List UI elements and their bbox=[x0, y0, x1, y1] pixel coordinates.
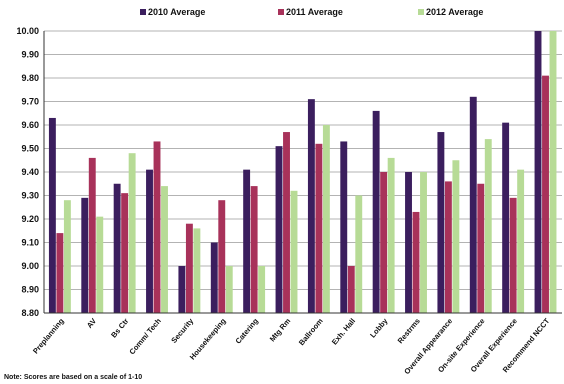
bar-2011-8 bbox=[315, 143, 323, 313]
scale-note: Note: Scores are based on a scale of 1-1… bbox=[4, 374, 142, 381]
bar-2011-3 bbox=[153, 141, 161, 313]
bar-2010-0 bbox=[48, 117, 56, 313]
bar-2011-4 bbox=[185, 223, 193, 313]
bar-2010-4 bbox=[178, 266, 186, 313]
legend-label: 2012 Average bbox=[426, 7, 483, 17]
bar-2012-0 bbox=[63, 200, 71, 313]
bar-2011-15 bbox=[542, 75, 549, 314]
y-tick-label: 9.30 bbox=[21, 191, 39, 201]
bar-2012-2 bbox=[128, 153, 136, 313]
y-tick-label: 9.00 bbox=[21, 261, 39, 271]
x-category-label: Security bbox=[169, 316, 195, 345]
bar-2012-1 bbox=[96, 216, 104, 313]
bar-2010-1 bbox=[81, 197, 89, 313]
bar-2012-15 bbox=[549, 31, 557, 313]
bar-2011-12 bbox=[444, 181, 452, 313]
y-tick-label: 9.90 bbox=[21, 50, 39, 60]
bar-2012-9 bbox=[355, 195, 363, 313]
x-category-label: Lobby bbox=[368, 316, 390, 340]
x-category-label: Bs Ctr bbox=[109, 316, 130, 339]
bar-2010-13 bbox=[469, 96, 477, 313]
bar-2012-3 bbox=[161, 186, 168, 313]
bars bbox=[48, 31, 557, 314]
bar-2010-10 bbox=[372, 110, 380, 314]
bar-2010-14 bbox=[502, 122, 510, 314]
bar-2012-8 bbox=[322, 125, 330, 313]
bar-2011-2 bbox=[121, 193, 129, 313]
x-category-label: Restrms bbox=[396, 317, 422, 346]
bar-2010-6 bbox=[243, 169, 251, 313]
y-tick-label: 9.80 bbox=[21, 73, 39, 83]
y-tick-label: 8.90 bbox=[21, 285, 39, 295]
x-category-label: Ballroom bbox=[297, 316, 325, 347]
bar-2011-5 bbox=[218, 200, 226, 313]
y-tick-label: 9.10 bbox=[21, 238, 39, 248]
bar-2012-4 bbox=[193, 228, 201, 313]
bar-2010-7 bbox=[275, 146, 283, 313]
y-tick-label: 8.80 bbox=[21, 308, 39, 318]
bar-2012-13 bbox=[484, 139, 492, 313]
legend: 2010 Average 2011 Average 2012 Average bbox=[140, 7, 483, 17]
legend-label: 2011 Average bbox=[286, 7, 343, 17]
bar-2010-9 bbox=[340, 141, 348, 313]
bar-2012-11 bbox=[420, 172, 427, 313]
bar-2010-12 bbox=[437, 132, 445, 313]
bar-2010-8 bbox=[307, 99, 315, 314]
bar-2011-0 bbox=[56, 233, 64, 313]
legend-swatch bbox=[140, 9, 146, 15]
y-tick-label: 9.70 bbox=[21, 97, 39, 107]
bar-2010-5 bbox=[210, 242, 218, 313]
bar-2010-11 bbox=[405, 172, 412, 313]
x-category-label: AV bbox=[85, 317, 98, 330]
x-category-label: Mtg Rm bbox=[268, 316, 293, 343]
bar-2012-14 bbox=[517, 169, 525, 313]
bar-2010-3 bbox=[146, 169, 153, 313]
y-tick-labels: 10.00 9.90 9.80 9.70 9.60 9.50 9.40 9.30 9.20 9.1… bbox=[16, 26, 39, 318]
legend-label: 2010 Average bbox=[148, 7, 205, 17]
y-tick-label: 9.60 bbox=[21, 120, 39, 130]
legend-swatch bbox=[418, 9, 424, 15]
bar-2010-15 bbox=[534, 31, 542, 313]
bar-2011-13 bbox=[477, 183, 485, 313]
bar-2012-7 bbox=[290, 190, 298, 313]
x-category-label: Preplanning bbox=[31, 316, 66, 355]
bar-2011-1 bbox=[88, 157, 96, 313]
bar-2012-12 bbox=[452, 160, 460, 313]
bar-2011-7 bbox=[283, 132, 290, 313]
legend-swatch bbox=[278, 9, 284, 15]
bar-2011-11 bbox=[412, 211, 420, 313]
bar-2012-6 bbox=[258, 266, 266, 313]
axes bbox=[43, 31, 562, 314]
y-tick-label: 9.40 bbox=[21, 167, 39, 177]
y-tick-label: 10.00 bbox=[16, 26, 39, 36]
y-tick-label: 9.50 bbox=[21, 144, 39, 154]
bar-2012-10 bbox=[387, 157, 395, 313]
bar-2011-10 bbox=[380, 172, 388, 313]
x-category-label: Comm/ Tech bbox=[127, 316, 163, 356]
x-category-label: Catering bbox=[234, 316, 261, 345]
y-tick-label: 9.20 bbox=[21, 214, 39, 224]
bar-2010-2 bbox=[113, 183, 121, 313]
bar-2011-6 bbox=[250, 186, 258, 313]
bar-2012-5 bbox=[225, 266, 233, 313]
bar-2011-9 bbox=[347, 266, 355, 313]
x-category-label: Exh. Hall bbox=[330, 317, 357, 347]
bar-2011-14 bbox=[509, 197, 517, 313]
